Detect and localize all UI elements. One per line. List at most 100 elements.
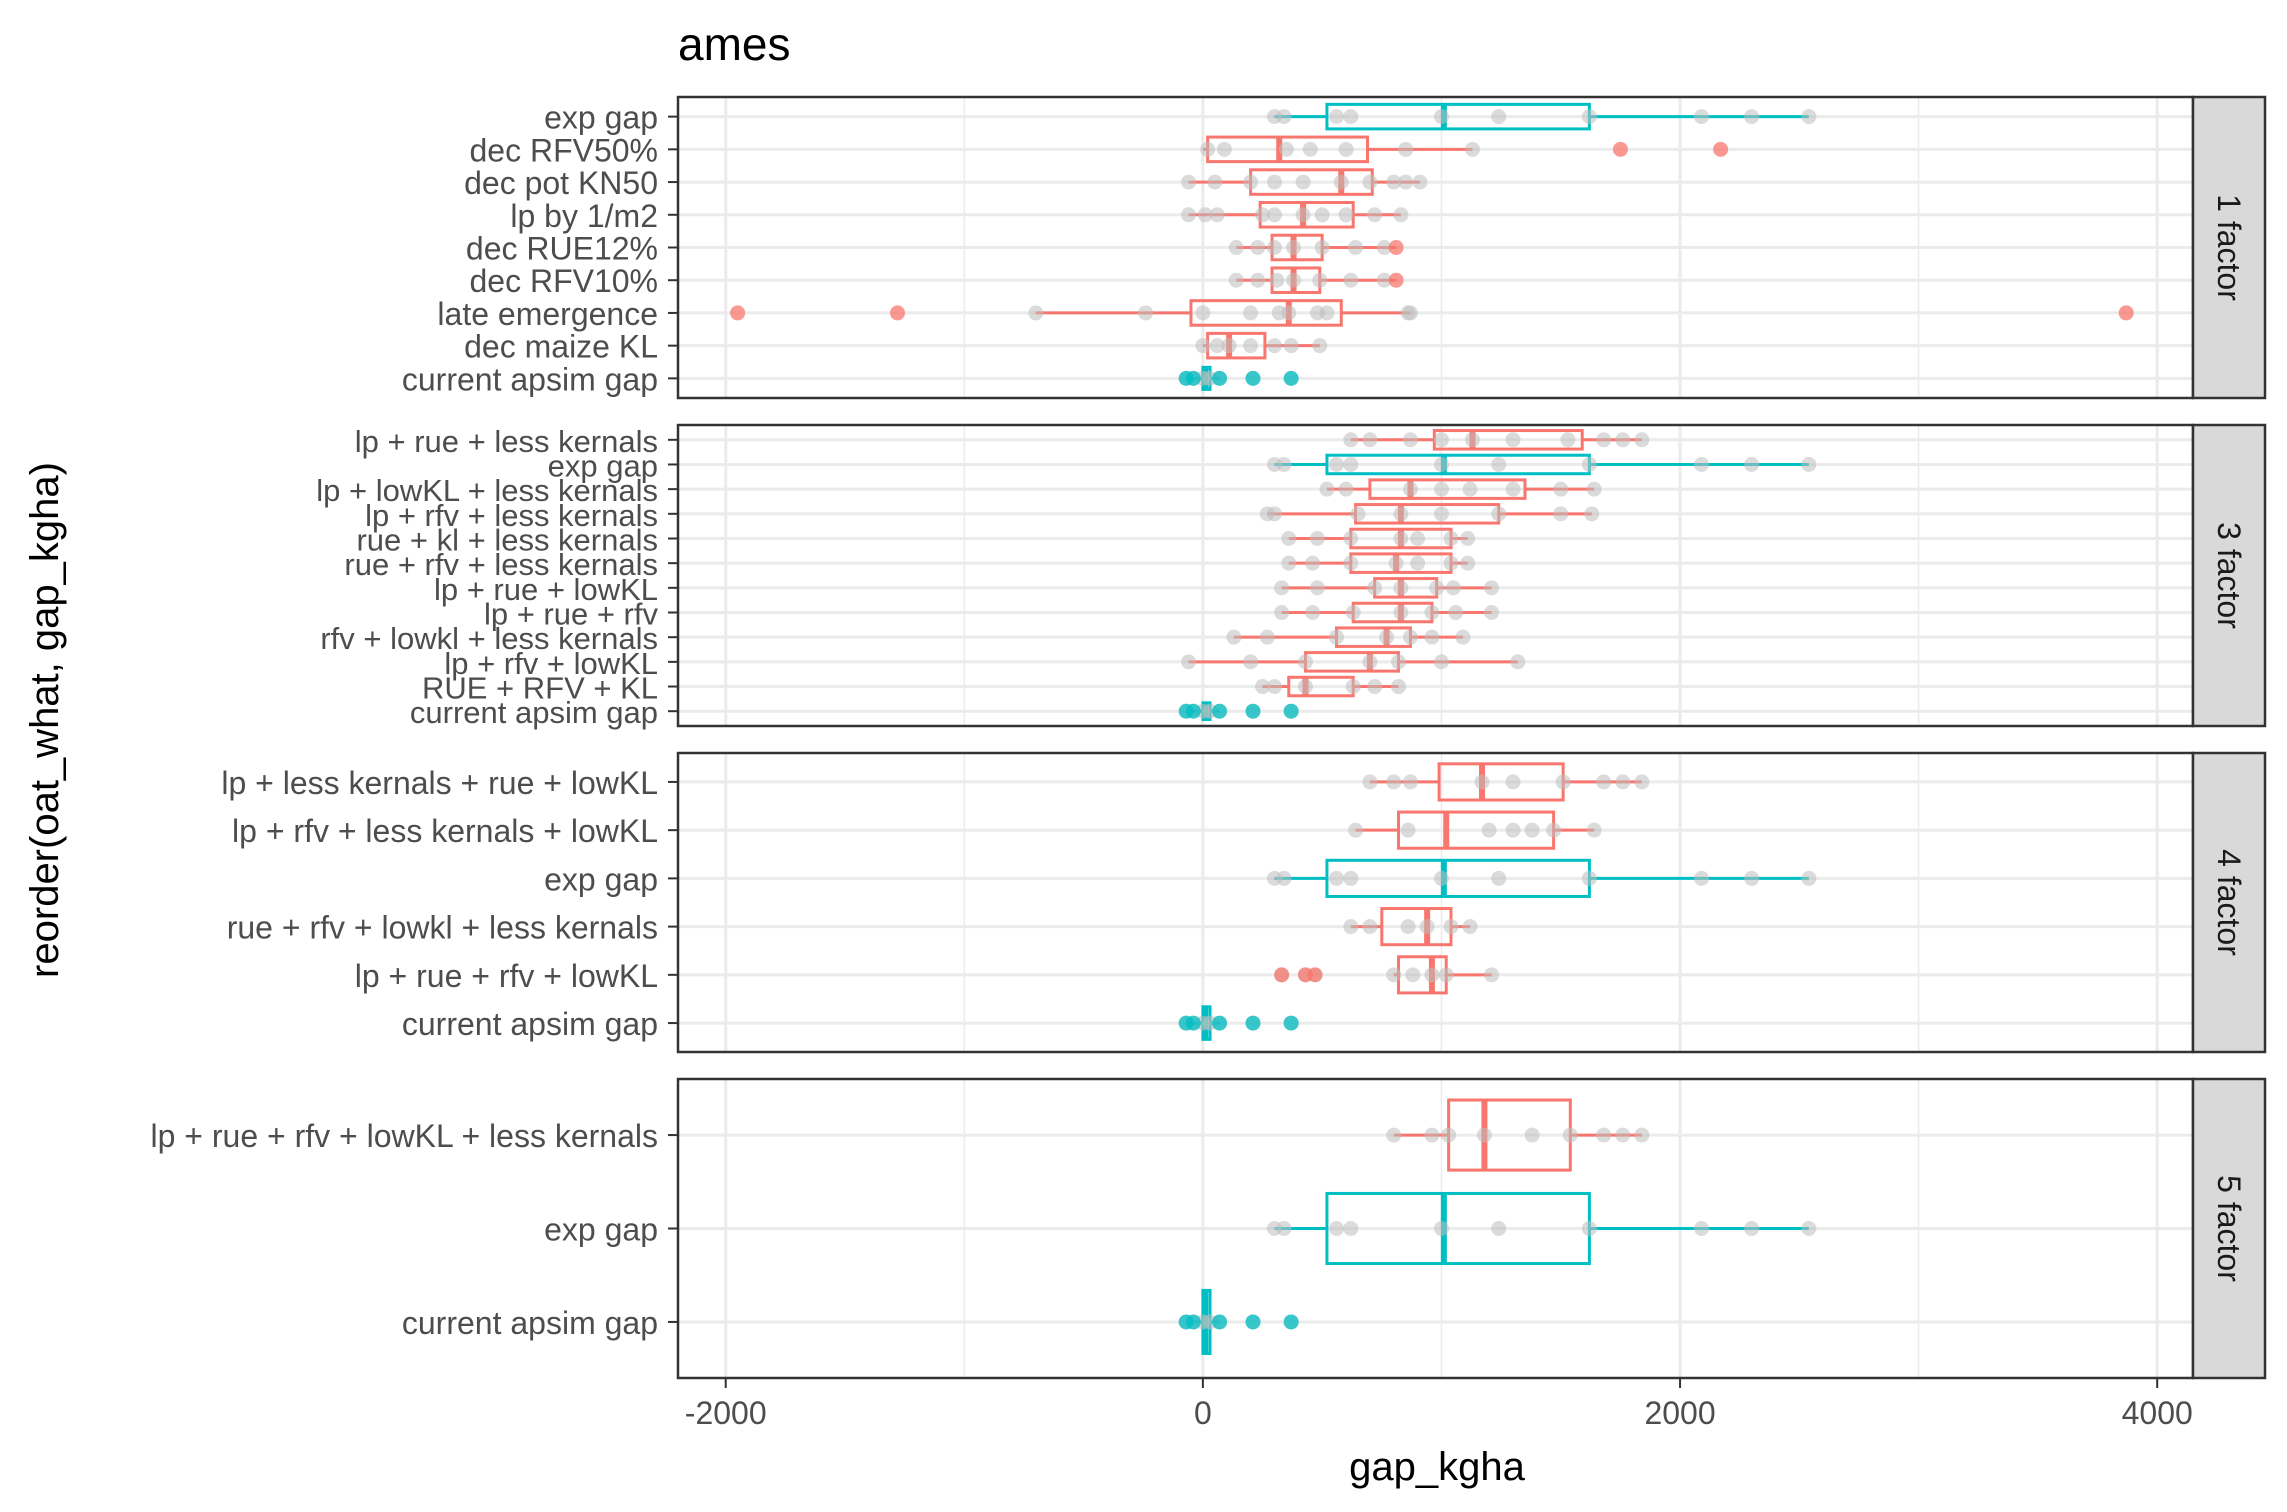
outlier-point xyxy=(1185,703,1201,719)
boxplot xyxy=(1274,577,1500,599)
data-point xyxy=(1402,629,1418,645)
boxplot xyxy=(1259,503,1600,525)
data-point xyxy=(1405,967,1421,983)
data-point xyxy=(1694,456,1710,472)
data-point xyxy=(1269,272,1285,288)
data-point xyxy=(1207,174,1223,190)
boxplot xyxy=(1281,527,1476,550)
data-point xyxy=(1281,305,1297,321)
data-point xyxy=(1484,605,1500,621)
data-point xyxy=(1491,109,1507,125)
data-point xyxy=(1505,481,1521,497)
data-point xyxy=(1343,1221,1359,1236)
data-point xyxy=(1438,967,1454,983)
data-point xyxy=(1286,272,1302,288)
y-tick-label: rue + rfv + lowkl + less kernals xyxy=(227,910,658,946)
y-tick-label: lp + rue + rfv + lowKL + less kernals xyxy=(151,1118,659,1154)
data-point xyxy=(1281,530,1297,546)
y-tick-label: rue + rfv + less kernals xyxy=(344,547,658,582)
data-point xyxy=(1433,506,1449,522)
data-point xyxy=(1393,580,1409,596)
data-point xyxy=(1505,774,1521,790)
data-point xyxy=(1410,530,1426,546)
data-point xyxy=(1243,305,1259,321)
boxplot xyxy=(1178,1288,1299,1355)
boxplot xyxy=(1343,429,1650,451)
data-point xyxy=(1362,919,1378,935)
data-point xyxy=(1338,207,1354,223)
y-tick-label: lp by 1/m2 xyxy=(510,198,658,234)
data-point xyxy=(1348,822,1364,838)
data-point xyxy=(1586,822,1602,838)
boxplot xyxy=(1181,651,1526,673)
data-point xyxy=(1362,774,1378,790)
data-point xyxy=(1581,109,1597,125)
data-point xyxy=(1801,456,1817,472)
facet-panel: lp + rue + rfv + lowKL + less kernals exp… xyxy=(151,1077,2267,1380)
outlier-point xyxy=(1388,272,1404,288)
data-point xyxy=(1443,555,1459,571)
data-point xyxy=(1376,272,1392,288)
data-point xyxy=(1491,1221,1507,1236)
boxplot xyxy=(1228,233,1404,262)
y-axis-title: reorder(oat_what, gap_kgha) xyxy=(23,462,67,978)
data-point xyxy=(1314,207,1330,223)
outlier-point xyxy=(1612,141,1628,157)
data-point xyxy=(1276,456,1292,472)
data-point xyxy=(1388,555,1404,571)
data-point xyxy=(1424,605,1440,621)
data-point xyxy=(1328,629,1344,645)
data-point xyxy=(1338,141,1354,157)
data-point xyxy=(1297,679,1313,695)
outlier-point xyxy=(1283,1015,1299,1031)
outlier-point xyxy=(1212,1314,1228,1330)
data-point xyxy=(1562,1127,1578,1143)
y-tick-label: lp + rue + rfv + lowKL xyxy=(355,958,658,994)
data-point xyxy=(1634,1127,1650,1143)
data-point xyxy=(1586,481,1602,497)
data-point xyxy=(1243,174,1259,190)
data-point xyxy=(1216,141,1232,157)
data-point xyxy=(1319,481,1335,497)
data-point xyxy=(1274,580,1290,596)
data-point xyxy=(1393,207,1409,223)
data-point xyxy=(1195,338,1211,354)
data-point xyxy=(1505,432,1521,448)
data-point xyxy=(1328,870,1344,886)
boxplot xyxy=(1228,266,1404,294)
data-point xyxy=(1200,141,1216,157)
data-point xyxy=(1259,629,1275,645)
data-point xyxy=(1283,338,1299,354)
data-point xyxy=(1376,240,1392,255)
outlier-point xyxy=(1212,703,1228,719)
boxplot xyxy=(1226,626,1471,648)
y-tick-label: dec RUE12% xyxy=(466,231,658,267)
data-point xyxy=(1410,555,1426,571)
data-point xyxy=(1462,481,1478,497)
outlier-point xyxy=(889,305,905,321)
data-point xyxy=(1694,870,1710,886)
y-tick-label: lp + rfv + less kernals xyxy=(365,498,658,533)
data-point xyxy=(1464,141,1480,157)
facet-strip-label: 4 factor xyxy=(2211,849,2247,956)
data-point xyxy=(1338,481,1354,497)
boxplot xyxy=(1178,701,1299,722)
data-point xyxy=(1491,456,1507,472)
data-point xyxy=(1429,580,1445,596)
data-point xyxy=(1362,174,1378,190)
data-point xyxy=(1491,870,1507,886)
data-point xyxy=(1393,605,1409,621)
data-point xyxy=(1181,174,1197,190)
data-point xyxy=(1266,679,1282,695)
facet-strip-label: 3 factor xyxy=(2211,522,2247,629)
data-point xyxy=(1419,919,1435,935)
data-point xyxy=(1209,207,1225,223)
data-point xyxy=(1581,456,1597,472)
facet-panel: lp + less kernals + rue + lowKL lp + rfv … xyxy=(221,751,2267,1054)
data-point xyxy=(1309,530,1325,546)
data-point xyxy=(1744,1221,1760,1236)
data-point xyxy=(1197,207,1213,223)
panel-background xyxy=(678,753,2193,1052)
